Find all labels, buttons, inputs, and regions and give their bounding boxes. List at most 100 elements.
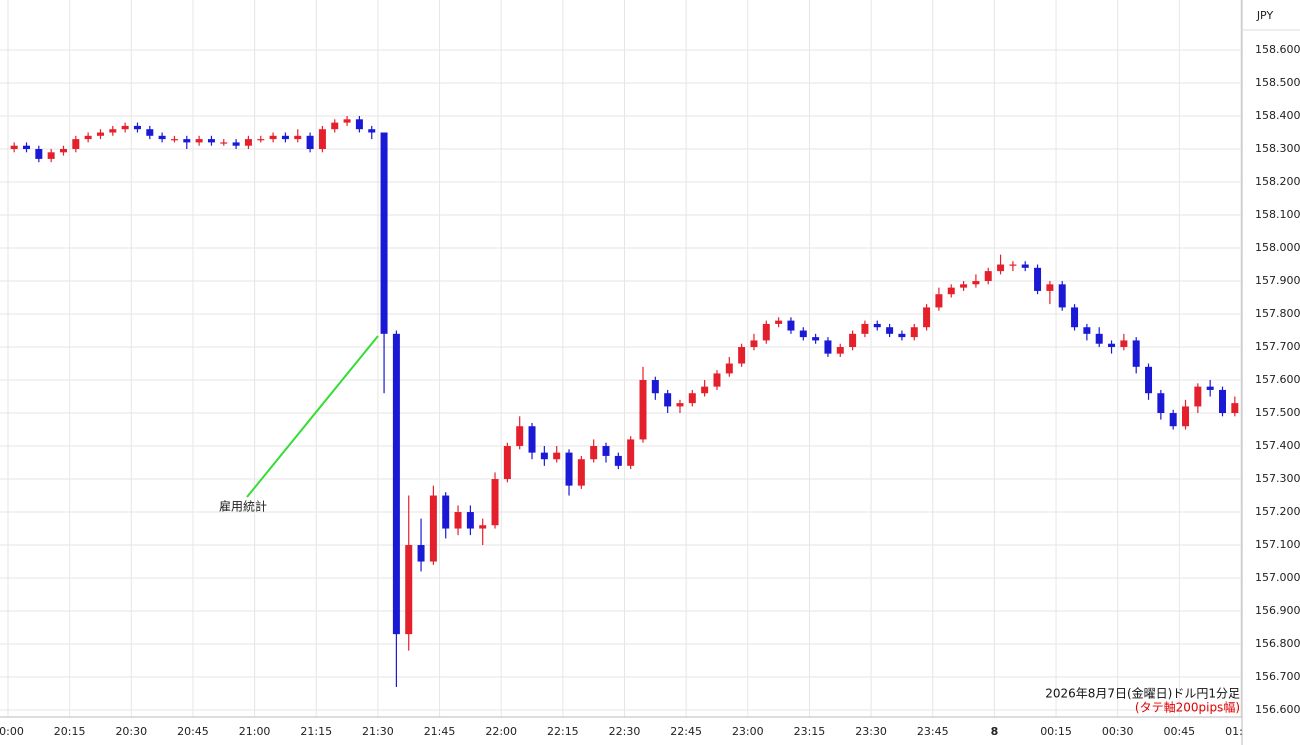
- candle: [158, 132, 166, 143]
- candle-body: [121, 125, 129, 130]
- candle: [1058, 281, 1066, 311]
- x-tick-label: 20:30: [115, 725, 147, 738]
- candle-body: [812, 337, 820, 341]
- candle: [984, 267, 992, 285]
- candle-body: [47, 152, 55, 159]
- candle: [59, 145, 67, 156]
- candle-body: [651, 380, 659, 394]
- candle: [84, 132, 92, 143]
- candle: [898, 330, 906, 341]
- candle: [849, 330, 857, 351]
- candle: [207, 135, 215, 146]
- candle: [688, 389, 696, 407]
- x-tick-label: 23:15: [794, 725, 826, 738]
- candle: [886, 323, 894, 338]
- candle: [195, 135, 203, 146]
- candle: [244, 135, 252, 150]
- y-tick-label: 157.400: [1255, 439, 1300, 452]
- candle-body: [713, 373, 721, 387]
- candle-body: [540, 452, 548, 460]
- candle-body: [590, 446, 598, 460]
- x-tick-label: 20:00: [0, 725, 24, 738]
- x-tick-label: 21:00: [239, 725, 271, 738]
- candle-body: [35, 149, 43, 159]
- candle: [10, 142, 18, 153]
- x-tick-label: 22:00: [485, 725, 517, 738]
- candle: [725, 356, 733, 377]
- candle-body: [849, 333, 857, 348]
- y-tick-label: 158.400: [1255, 109, 1300, 122]
- candle: [960, 281, 968, 291]
- candle-body: [984, 271, 992, 282]
- candle-body: [824, 340, 832, 354]
- candle: [824, 337, 832, 357]
- candle: [1071, 304, 1079, 331]
- candle-body: [738, 347, 746, 364]
- candle: [639, 366, 647, 443]
- candle: [565, 449, 573, 496]
- candle: [220, 139, 228, 146]
- y-tick-label: 157.300: [1255, 472, 1300, 485]
- candle: [1095, 327, 1103, 348]
- candle: [1120, 333, 1128, 351]
- candle: [1157, 389, 1165, 420]
- candle-body: [836, 347, 844, 354]
- candle-body: [294, 135, 302, 140]
- candle: [281, 132, 289, 143]
- y-tick-label: 158.300: [1255, 142, 1300, 155]
- candle-body: [331, 122, 339, 130]
- y-tick-label: 158.500: [1255, 76, 1300, 89]
- candle: [935, 287, 943, 311]
- caption-note: (タテ軸200pips幅): [1135, 700, 1240, 715]
- candle: [96, 129, 104, 140]
- candle: [454, 505, 462, 536]
- candle: [429, 485, 437, 565]
- x-tick-label: 8: [991, 725, 999, 738]
- candle: [1132, 337, 1140, 374]
- candle: [47, 149, 55, 163]
- candle-body: [479, 525, 487, 529]
- candle: [651, 376, 659, 400]
- candle-body: [170, 139, 178, 141]
- candle-body: [1231, 403, 1239, 414]
- x-tick-label: 01:00: [1225, 725, 1257, 738]
- candle: [812, 333, 820, 344]
- candle: [1182, 399, 1190, 430]
- x-tick-label: 00:15: [1040, 725, 1072, 738]
- candle: [503, 442, 511, 483]
- candle-body: [355, 119, 363, 130]
- candle-body: [787, 320, 795, 331]
- candle: [861, 320, 869, 338]
- candle-body: [429, 495, 437, 562]
- candle-body: [553, 452, 561, 460]
- x-tick-label: 23:30: [855, 725, 887, 738]
- candle: [602, 442, 610, 463]
- candle-body: [491, 479, 499, 526]
- candle-body: [442, 495, 450, 529]
- candle-body: [1095, 333, 1103, 344]
- candle-body: [935, 294, 943, 308]
- caption: 2026年8月7日(金曜日)ドル円1分足: [1045, 686, 1240, 701]
- candle: [799, 327, 807, 341]
- x-tick-label: 21:15: [300, 725, 332, 738]
- y-tick-label: 157.500: [1255, 406, 1300, 419]
- candle-body: [195, 139, 203, 143]
- candle: [1219, 386, 1227, 417]
- candle: [355, 116, 363, 133]
- candle: [577, 455, 585, 489]
- candle-body: [503, 446, 511, 480]
- candle: [836, 343, 844, 357]
- candle-body: [639, 380, 647, 440]
- candle: [269, 132, 277, 143]
- candle: [170, 135, 178, 143]
- candle-body: [960, 284, 968, 288]
- candle-body: [257, 139, 265, 141]
- candle-body: [725, 363, 733, 374]
- candle: [1034, 264, 1042, 295]
- candle-body: [96, 132, 104, 136]
- candle: [972, 274, 980, 288]
- candle-body: [1182, 406, 1190, 427]
- candle-body: [614, 455, 622, 466]
- candle: [627, 436, 635, 470]
